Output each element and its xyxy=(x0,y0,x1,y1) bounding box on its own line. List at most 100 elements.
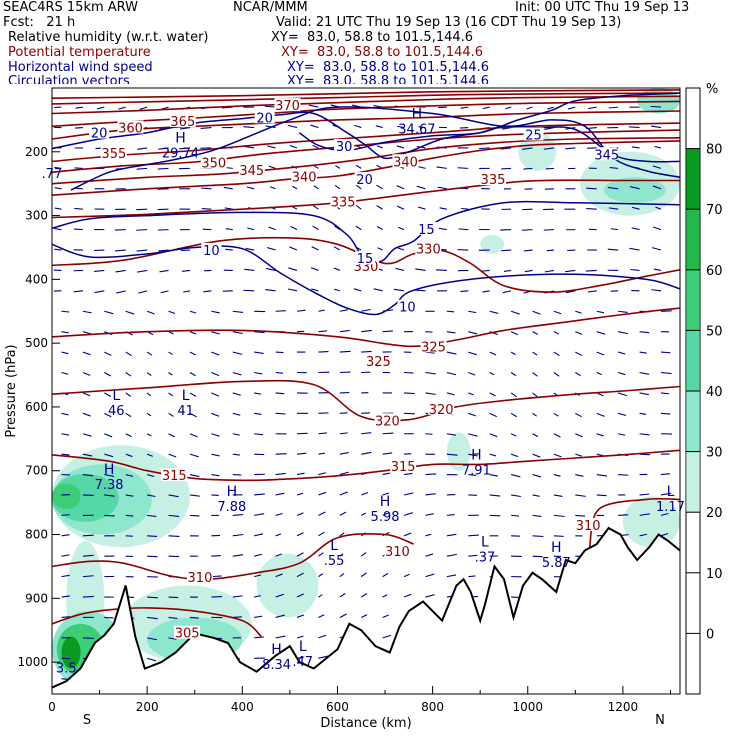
wind-vector xyxy=(468,371,476,376)
theta-label-bg xyxy=(420,339,447,353)
wind-vector xyxy=(565,290,576,294)
wind-vector xyxy=(403,492,414,496)
wind-vector xyxy=(339,511,347,516)
wind-vector xyxy=(375,125,383,129)
speed-label: 20 xyxy=(256,111,273,126)
theta-contour-380 xyxy=(52,89,680,99)
speed-label: 30 xyxy=(336,140,353,155)
wind-vector xyxy=(334,184,341,190)
x-tick-label: 1000 xyxy=(512,700,543,714)
theta-label-bg xyxy=(291,169,318,183)
wind-vector xyxy=(489,474,498,477)
colorbar-label: 70 xyxy=(706,203,723,218)
speed-label-bg xyxy=(596,147,617,161)
wind-vector xyxy=(639,493,650,496)
extremum-value: 46 xyxy=(108,404,125,419)
extremum-value: .37 xyxy=(475,550,496,565)
wind-vector xyxy=(308,104,319,108)
wind-vector xyxy=(532,310,541,315)
wind-vector xyxy=(607,248,619,251)
theta-label-bg xyxy=(365,353,392,367)
theta-contour-315 xyxy=(52,449,680,482)
wind-vector xyxy=(655,206,662,210)
x-tick-label: 0 xyxy=(48,700,56,714)
wind-vector xyxy=(639,351,647,354)
wind-vector xyxy=(254,595,261,598)
wind-vector xyxy=(398,226,405,231)
wind-vector xyxy=(553,535,564,537)
wind-vector xyxy=(482,106,490,110)
wind-vector xyxy=(639,513,650,516)
wind-vector xyxy=(61,453,70,456)
wind-vector xyxy=(137,147,148,150)
extremum-value: 29.74 xyxy=(162,147,199,162)
wind-vector xyxy=(489,433,498,438)
theta-label: 310 xyxy=(576,519,601,534)
wind-vector xyxy=(287,288,298,292)
theta-label: 320 xyxy=(375,414,400,429)
wind-vector xyxy=(468,554,478,557)
wind-vector xyxy=(189,514,200,517)
wind-vector xyxy=(653,268,662,271)
wind-vector xyxy=(355,164,362,169)
speed-label-bg xyxy=(334,138,355,152)
wind-vector xyxy=(543,147,554,150)
speed-label-bg xyxy=(201,242,222,256)
theta-contour-370 xyxy=(52,95,680,115)
wind-vector xyxy=(318,531,325,537)
y-axis-title: Pressure (hPa) xyxy=(4,344,19,437)
wind-vector xyxy=(243,126,255,129)
wind-vector xyxy=(247,227,255,231)
y-tick-label: 500 xyxy=(25,336,48,350)
wind-vector xyxy=(567,106,576,110)
speed-label-bg xyxy=(254,110,275,124)
wind-vector xyxy=(232,533,244,537)
wind-vector xyxy=(296,593,304,598)
wind-vector xyxy=(553,331,559,335)
wind-vector xyxy=(82,554,94,557)
wind-vector xyxy=(318,511,326,516)
extremum-letter: L xyxy=(667,484,675,500)
theta-contour-310 xyxy=(52,533,414,581)
theta-contour-335 xyxy=(52,179,680,219)
wind-vector xyxy=(660,392,670,395)
extremum-letter: L xyxy=(182,388,190,404)
theta-label: 325 xyxy=(366,355,391,370)
humidity-region xyxy=(518,132,557,171)
wind-vector xyxy=(376,145,383,149)
wind-vector xyxy=(468,433,478,437)
wind-vector xyxy=(181,269,191,272)
wind-vector xyxy=(146,372,152,376)
field-name-theta: Potential temperature xyxy=(8,45,151,60)
wind-vector xyxy=(73,290,83,293)
wind-vector xyxy=(425,573,435,578)
wind-vector xyxy=(425,553,434,557)
wind-vector xyxy=(523,167,533,170)
wind-vector xyxy=(264,105,276,108)
humidity-region xyxy=(480,234,504,254)
wind-vector xyxy=(650,105,662,108)
extremum-letter: L xyxy=(481,534,489,550)
wind-vector xyxy=(524,269,533,273)
wind-vector xyxy=(203,290,212,293)
wind-vector xyxy=(189,392,197,397)
wind-vector xyxy=(275,392,285,395)
wind-vector xyxy=(510,433,517,437)
wind-vector xyxy=(275,371,284,374)
wind-vector xyxy=(82,433,92,437)
wind-vector xyxy=(339,593,346,598)
extremum-letter: L xyxy=(330,538,338,554)
wind-vector xyxy=(468,474,477,476)
theta-contour-345 xyxy=(52,137,680,185)
speed-label-bg xyxy=(523,127,544,141)
y-tick-label: 800 xyxy=(25,528,48,542)
wind-vector xyxy=(275,573,283,578)
wind-vector xyxy=(168,412,174,417)
wind-vector xyxy=(382,330,393,333)
wind-vector xyxy=(54,187,62,190)
wind-vector xyxy=(232,310,244,313)
wind-vector xyxy=(200,127,212,129)
wind-vector xyxy=(553,310,562,315)
theta-label-bg xyxy=(575,517,602,531)
wind-vector xyxy=(339,471,349,476)
